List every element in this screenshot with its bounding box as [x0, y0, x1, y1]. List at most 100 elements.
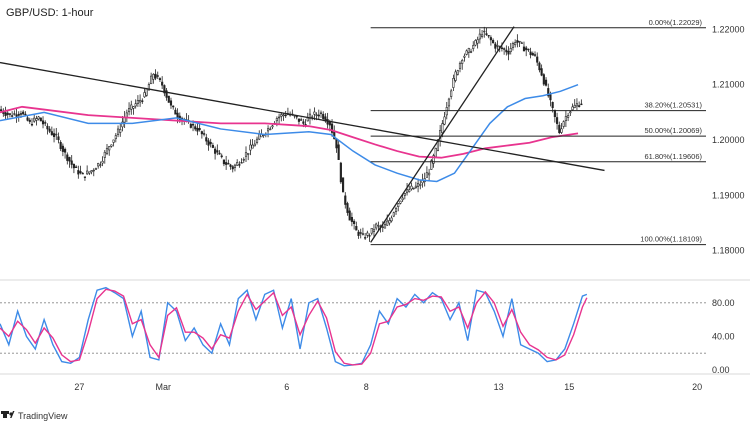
candle-body [452, 78, 455, 88]
candle-body [344, 195, 347, 205]
candle-body [59, 142, 62, 149]
candle-body [461, 60, 464, 64]
candle-body [531, 53, 534, 56]
candle-body [353, 220, 356, 224]
candle-body [302, 121, 305, 124]
candle-body [571, 106, 574, 111]
candle-body [494, 43, 497, 49]
candle-body [156, 75, 159, 77]
candle-body [143, 92, 146, 98]
candle-body [295, 115, 298, 118]
candle-body [132, 106, 135, 109]
candle-body [527, 48, 530, 51]
candle-body [278, 116, 281, 119]
candle-body [233, 164, 237, 168]
candle-body [236, 162, 239, 166]
candle-body [24, 113, 27, 116]
candle-body [269, 128, 272, 131]
trend-line [0, 61, 605, 172]
candle-body [15, 114, 18, 117]
candle-body [176, 112, 179, 118]
fib-level-label: 100.00%(1.18109) [640, 235, 702, 244]
ma-fast-line [0, 83, 579, 183]
candle-body [348, 210, 351, 221]
fibonacci-layer: 0.00%(1.22029) 38.20%(1.20531) 50.00%(1.20… [370, 18, 706, 246]
candle-body [496, 45, 499, 47]
candle-body [520, 42, 523, 44]
candle-body [41, 120, 45, 125]
candle-body [536, 56, 539, 63]
candle-body [105, 147, 109, 154]
candle-body [542, 74, 545, 85]
candle-body [357, 231, 360, 236]
candle-body [507, 51, 510, 55]
candle-body [139, 99, 142, 103]
candle-body [11, 115, 14, 117]
candle-body [57, 136, 60, 141]
candle-body [372, 229, 376, 232]
candle-body [130, 104, 133, 110]
candle-body [487, 35, 490, 37]
tradingview-logo-icon [1, 411, 15, 418]
candle-body [70, 160, 73, 165]
candle-body [127, 108, 131, 113]
candle-body [203, 133, 206, 135]
candle-body [271, 125, 274, 128]
oscillator-axis: 0.00 40.00 80.00 [712, 298, 735, 375]
candle-body [99, 164, 102, 166]
candle-body [121, 121, 124, 128]
candle-body [194, 126, 197, 130]
candle-body [394, 208, 398, 212]
candle-body [441, 123, 444, 133]
candle-body [158, 78, 162, 81]
candle-body [240, 162, 243, 164]
candle-body [17, 113, 20, 116]
candle-body [436, 139, 440, 151]
candle-body [35, 118, 38, 121]
candle-body [39, 117, 42, 122]
trend-lines-layer [0, 26, 605, 243]
candle-body [300, 119, 303, 121]
candle-body [86, 170, 89, 175]
candle-body [538, 62, 541, 71]
candle-body [134, 103, 137, 107]
candle-body [434, 147, 437, 157]
candle-body [454, 71, 457, 81]
fib-level-label: 50.00%(1.20069) [644, 126, 702, 135]
candle-body [390, 217, 393, 222]
candle-body [375, 223, 378, 229]
candle-body [50, 131, 53, 136]
price-pane: 0.00%(1.22029) 38.20%(1.20531) 50.00%(1.20… [0, 18, 706, 246]
price-tick-label: 1.18000 [712, 246, 745, 256]
candle-body [251, 144, 254, 149]
candle-body [315, 114, 318, 116]
candle-body [64, 148, 67, 153]
candle-body [282, 114, 285, 117]
candle-body [172, 105, 175, 108]
candle-body [489, 37, 492, 41]
candle-body [472, 45, 475, 49]
candle-body [313, 111, 316, 115]
candle-body [83, 176, 87, 178]
candle-body [580, 103, 583, 106]
time-tick-label: 6 [284, 382, 289, 392]
candle-body [350, 217, 353, 222]
candle-body [511, 43, 515, 48]
time-tick-label: Mar [156, 382, 172, 392]
candle-body [573, 105, 576, 108]
candle-body [359, 232, 362, 234]
candle-body [562, 121, 565, 127]
candle-body [443, 116, 446, 125]
candle-body [401, 197, 404, 201]
candle-body [319, 112, 323, 114]
candle-body [364, 237, 367, 239]
candle-body [52, 133, 56, 137]
candle-body [112, 139, 115, 143]
candle-body [525, 47, 528, 51]
candle-body [28, 119, 31, 122]
oscillator-tick-label: 40.00 [712, 331, 735, 341]
price-tick-label: 1.21000 [712, 80, 745, 90]
candle-body [6, 112, 9, 115]
candle-body [46, 125, 49, 130]
candle-body [505, 49, 508, 53]
